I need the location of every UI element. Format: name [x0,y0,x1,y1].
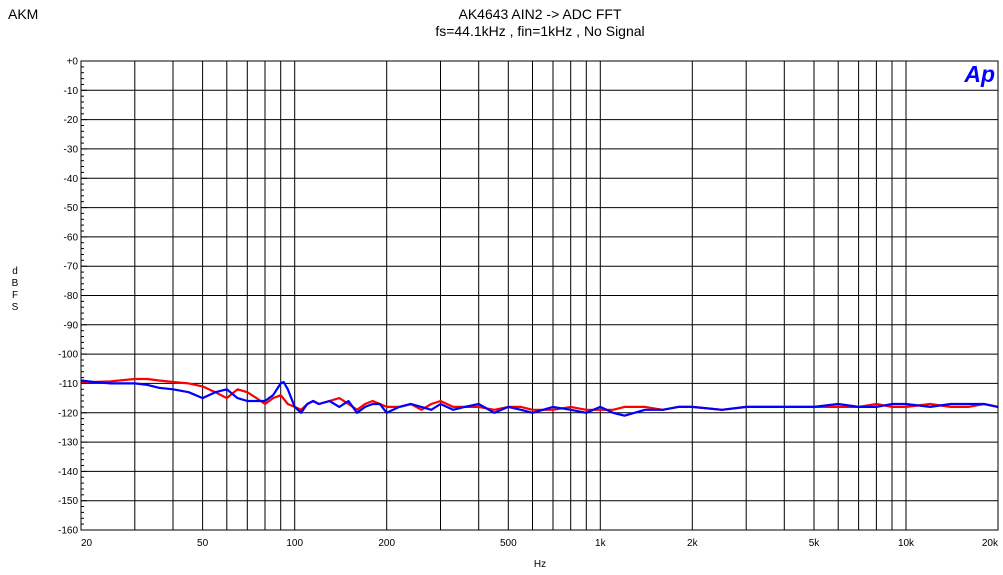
brand-label: AKM [8,6,39,22]
ap-logo: Ap [963,61,995,87]
title-line-2: fs=44.1kHz , fin=1kHz , No Signal [435,23,645,39]
x-tick-label: 200 [378,538,395,549]
series-2-line [80,379,999,417]
y-tick-labels: +0 -10 -20 -30 -40 -50 -60 -70 -80 -90 -100 -110 -12… [58,57,78,537]
x-axis-label: Hz [533,559,547,570]
y-tick-label: -40 [64,174,79,185]
y-tick-label: -140 [58,467,78,478]
x-tick-label: 500 [500,538,517,549]
x-tick-label: 1k [595,538,607,549]
y-tick-label: -30 [64,144,79,155]
x-tick-label: 2k [687,538,699,549]
chart-title: AK4643 AIN2 -> ADC FFT fs=44.1kHz , fin=… [300,6,780,40]
y-tick-label: +0 [67,57,79,68]
y-tick-label: -130 [58,438,78,449]
y-tick-label: -90 [64,320,79,331]
grid-lines [81,60,998,531]
y-tick-label: -120 [58,408,78,419]
x-tick-label: 100 [286,538,303,549]
x-tick-label: 20k [982,538,999,549]
y-axis-label-letter: B [11,278,19,289]
y-tick-label: -20 [64,115,79,126]
y-axis-label-letter: S [11,302,19,313]
x-tick-label: 20 [81,538,93,549]
x-tick-label: 5k [809,538,821,549]
y-axis-label-letter: F [11,290,19,301]
y-tick-label: -10 [64,86,79,97]
y-tick-label: -50 [64,203,79,214]
y-tick-label: -150 [58,496,78,507]
title-line-1: AK4643 AIN2 -> ADC FFT [458,6,622,22]
x-tick-labels: 20 50 100 200 500 1k 2k 5k 10k 20k [81,538,999,549]
y-tick-label: -100 [58,350,78,361]
y-tick-label: -80 [64,291,79,302]
data-series [80,377,999,417]
y-axis-label-letter: d [12,266,18,277]
y-axis-label: d B F S [8,266,22,314]
plot-frame [80,60,999,531]
x-tick-label: 10k [898,538,915,549]
y-tick-label: -110 [59,379,79,390]
y-tick-label: -60 [64,232,79,243]
y-tick-label: -70 [64,262,79,273]
x-tick-label: 50 [197,538,209,549]
y-tick-label: -160 [58,526,78,537]
